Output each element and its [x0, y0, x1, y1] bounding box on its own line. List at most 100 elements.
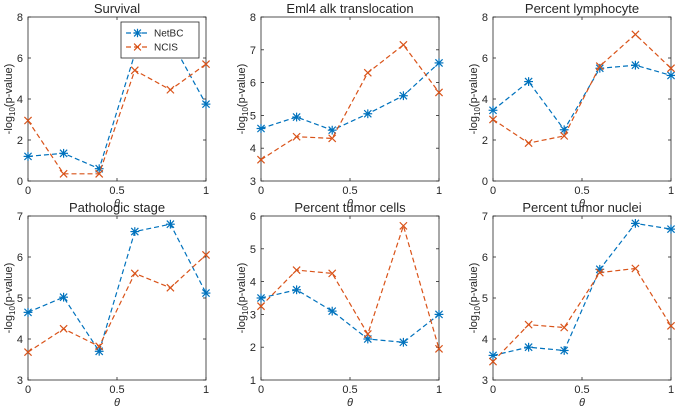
series-line-ncis — [260, 44, 440, 161]
data-point-ncis — [328, 134, 337, 143]
chart-title: Eml4 alk translocation — [286, 1, 413, 16]
chart-title: Percent tumor nuclei — [522, 200, 641, 215]
y-tick-label: 6 — [17, 53, 23, 65]
legend-label-netbc: NetBC — [154, 29, 183, 40]
data-point-netbc — [201, 99, 211, 109]
data-point-ncis — [631, 30, 640, 39]
y-axis-label: -log10(p-value) — [3, 64, 17, 135]
data-point-netbc — [327, 125, 337, 135]
marker-stroke — [95, 169, 104, 178]
data-point-ncis — [666, 64, 675, 73]
plot-area — [260, 215, 440, 381]
y-axis-label: -log10(p-value) — [3, 263, 17, 334]
x-axis-label: θ — [347, 397, 353, 407]
data-point-ncis — [560, 131, 569, 140]
y-tick-label: 0 — [17, 176, 23, 188]
marker-stroke — [59, 324, 68, 333]
marker-stroke — [256, 155, 266, 164]
y-label-part: -log — [3, 315, 15, 333]
y-label-subscript: 10 — [241, 107, 250, 116]
marker-stroke — [201, 60, 211, 69]
marker-stroke — [399, 40, 408, 49]
data-point-netbc — [399, 337, 408, 347]
data-point-netbc — [130, 227, 140, 236]
x-tick-label: 1 — [203, 384, 209, 396]
y-tick-label: 4 — [482, 334, 488, 346]
marker-stroke — [130, 269, 139, 278]
x-tick-label: 1 — [668, 384, 674, 396]
y-axis-label: -log10(p-value) — [468, 64, 482, 135]
data-point-netbc — [201, 288, 211, 298]
y-tick-label: 3 — [482, 375, 488, 387]
data-point-ncis — [166, 85, 175, 94]
data-point-ncis — [292, 266, 301, 275]
y-label-subscript: 10 — [241, 306, 250, 315]
data-point-netbc — [256, 124, 266, 133]
data-point-netbc — [595, 63, 605, 73]
series-line-ncis — [492, 267, 672, 363]
plot-area — [27, 215, 207, 381]
marker-stroke — [488, 357, 498, 366]
x-tick-label: 0.5 — [574, 185, 589, 197]
y-tick-label: 4 — [482, 94, 488, 106]
y-tick-label: 3 — [250, 309, 256, 321]
data-point-ncis — [399, 221, 408, 230]
series-line-netbc — [260, 62, 440, 131]
x-tick-label: 0 — [25, 384, 31, 396]
x-axis-label: θ — [114, 397, 120, 407]
data-point-netbc — [434, 58, 444, 68]
y-label-part: (p-value) — [236, 64, 248, 107]
data-point-netbc — [488, 351, 498, 360]
legend-label-ncis: NCIS — [154, 43, 178, 54]
y-tick-label: 3 — [250, 176, 256, 188]
data-point-netbc — [399, 91, 408, 101]
data-point-ncis — [23, 348, 33, 357]
chart-title: Percent lymphocyte — [525, 1, 639, 16]
plot-area — [260, 16, 440, 182]
data-point-ncis — [488, 115, 498, 124]
data-point-ncis — [595, 268, 604, 277]
marker-stroke — [166, 283, 175, 292]
data-point-netbc — [59, 292, 68, 302]
plot-area — [492, 16, 672, 182]
y-label-part: -log — [236, 315, 248, 333]
data-point-ncis — [166, 283, 175, 292]
data-point-netbc — [23, 152, 33, 161]
x-axis-label: θ — [579, 198, 585, 210]
data-point-netbc — [327, 306, 337, 316]
data-point-ncis — [130, 269, 139, 278]
y-tick-label: 4 — [250, 143, 256, 155]
marker-stroke — [23, 116, 33, 125]
marker-stroke — [23, 348, 33, 357]
data-point-netbc — [559, 346, 569, 355]
y-label-part: -log — [3, 116, 15, 134]
y-tick-label: 0 — [482, 176, 488, 188]
y-tick-label: 2 — [250, 342, 256, 354]
series-line-ncis — [27, 254, 207, 353]
chart-title: Survival — [94, 1, 140, 16]
y-tick-label: 6 — [250, 78, 256, 90]
marker-stroke — [328, 134, 337, 143]
marker-stroke — [666, 64, 675, 73]
y-label-part: (p-value) — [468, 263, 480, 306]
marker-stroke — [256, 302, 266, 311]
data-point-ncis — [130, 66, 139, 75]
y-tick-label: 2 — [482, 135, 488, 147]
data-point-ncis — [434, 344, 444, 353]
y-label-part: (p-value) — [3, 263, 15, 306]
x-tick-label: 0 — [258, 185, 264, 197]
y-label-part: -log — [236, 116, 248, 134]
data-point-netbc — [631, 218, 640, 228]
data-point-netbc — [666, 224, 675, 234]
data-point-netbc — [524, 342, 533, 352]
y-label-subscript: 10 — [473, 306, 482, 315]
chart-title: Percent tumor cells — [294, 200, 406, 215]
data-point-ncis — [201, 60, 211, 69]
marker-stroke — [201, 250, 211, 259]
data-point-ncis — [59, 324, 68, 333]
data-point-netbc — [434, 310, 444, 319]
marker-stroke — [292, 266, 301, 275]
y-tick-label: 5 — [250, 110, 256, 122]
